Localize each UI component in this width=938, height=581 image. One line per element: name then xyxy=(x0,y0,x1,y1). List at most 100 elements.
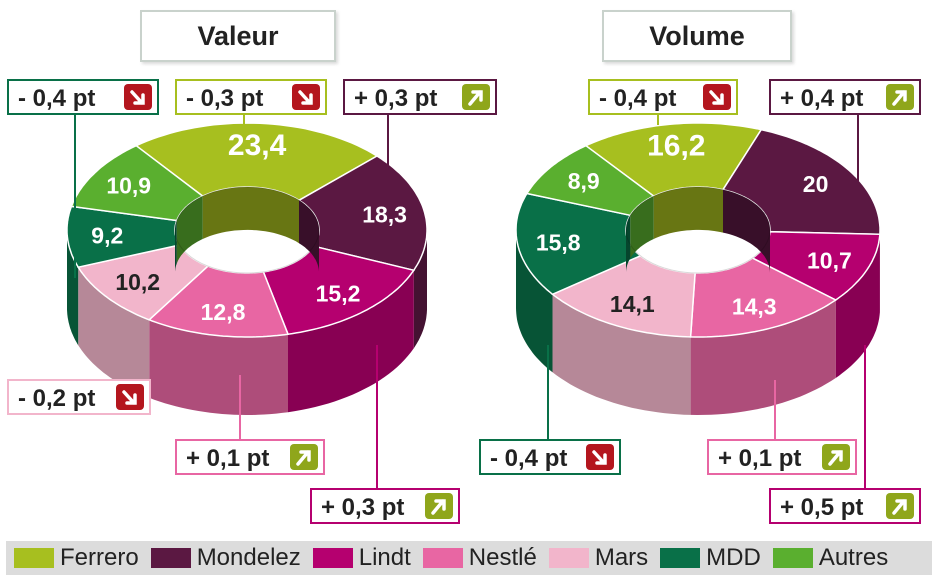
value-label-autres: 10,9 xyxy=(106,172,151,198)
arrow-glyph-nestle xyxy=(296,450,311,466)
wall-lindt xyxy=(835,234,880,378)
wall-mdd xyxy=(67,230,79,346)
legend-label-mars: Mars xyxy=(594,544,649,571)
badge-text-mondelez: + 0,4 pt xyxy=(780,85,863,112)
value-label-nestle: 12,8 xyxy=(201,299,246,325)
hole-wall-autres xyxy=(630,196,654,259)
hole-wall-mondelez xyxy=(723,189,770,273)
legend-item-mondelez: Mondelez xyxy=(150,544,301,572)
legend-swatch-nestle xyxy=(422,548,463,568)
wall-lindt xyxy=(288,270,414,413)
value-label-mondelez: 20 xyxy=(803,171,829,197)
value-label-ferrero: 23,4 xyxy=(228,129,287,162)
change-badge-mondelez: + 0,3 pt xyxy=(343,79,497,208)
value-label-mars: 14,1 xyxy=(610,291,655,317)
badge-text-mdd: - 0,4 pt xyxy=(490,445,567,472)
legend-label-mondelez: Mondelez xyxy=(196,544,301,571)
change-badge-ferrero: - 0,4 pt xyxy=(588,79,738,125)
legend-label-ferrero: Ferrero xyxy=(60,544,139,571)
wall-mars xyxy=(552,294,691,415)
arrow-glyph-ferrero xyxy=(298,90,313,105)
donut-top-valeur xyxy=(66,122,428,338)
change-badge-ferrero: - 0,3 pt xyxy=(175,79,327,128)
donut-walls-valeur xyxy=(67,230,427,415)
hole-wall-ferrero xyxy=(202,187,299,244)
hole-wall-mondelez xyxy=(299,200,319,273)
donut-hole-valeur xyxy=(175,187,319,273)
change-badge-mondelez: + 0,4 pt xyxy=(769,79,921,193)
hole-wall-ferrero xyxy=(653,187,723,239)
value-label-mars: 10,2 xyxy=(115,269,160,295)
badge-text-lindt: + 0,3 pt xyxy=(321,494,404,521)
donut-hole-rim xyxy=(625,186,771,274)
change-badge-nestle: + 0,1 pt xyxy=(707,380,857,475)
wall-mars xyxy=(78,267,150,398)
hole-wall-mdd xyxy=(626,215,631,273)
legend-label-lindt: Lindt xyxy=(358,544,411,571)
wall-nestle xyxy=(690,300,836,415)
badge-text-lindt: + 0,5 pt xyxy=(780,494,863,521)
wall-nestle xyxy=(149,319,288,415)
value-label-autres: 8,9 xyxy=(568,168,600,194)
arrow-glyph-lindt xyxy=(431,499,446,515)
legend-label-nestle: Nestlé xyxy=(468,544,537,571)
arrow-glyph-mdd xyxy=(130,90,145,105)
arrow-glyph-mondelez xyxy=(892,90,907,106)
legend-label-autres: Autres xyxy=(818,544,889,571)
donut-charts: 23,4 18,3 15,2 12,8 10,2 9,2 10,9 - 0,4 pt - 0,3… xyxy=(7,79,921,524)
legend-swatch-mdd xyxy=(660,548,701,568)
change-badge-lindt: + 0,5 pt xyxy=(769,345,921,524)
hole-wall-mdd xyxy=(175,220,177,273)
arrow-glyph-lindt xyxy=(892,499,907,515)
value-label-mdd: 15,8 xyxy=(536,229,581,255)
donut-top-volume xyxy=(515,122,881,338)
change-badge-mdd: - 0,4 pt xyxy=(479,345,621,475)
badge-text-nestle: + 0,1 pt xyxy=(186,445,269,472)
change-badge-mars: - 0,2 pt xyxy=(7,379,151,415)
chart-title-valeur: Valeur xyxy=(140,10,336,62)
donut-chart-valeur: 23,4 18,3 15,2 12,8 10,2 9,2 10,9 - 0,4 pt - 0,3… xyxy=(7,79,497,524)
donut-hole-volume xyxy=(626,187,770,273)
change-badges-valeur: - 0,4 pt - 0,3 pt + 0,3 pt - 0,2 pt + 0,1 pt… xyxy=(7,79,497,524)
change-badges-volume: - 0,4 pt + 0,4 pt - 0,4 pt + 0,1 pt + 0,5 pt xyxy=(479,79,921,524)
arrow-glyph-nestle xyxy=(828,450,843,466)
legend-swatch-ferrero xyxy=(14,548,54,568)
legend-swatch-mars xyxy=(548,548,589,568)
legend-item-mars: Mars xyxy=(548,544,649,572)
change-badge-mdd: - 0,4 pt xyxy=(7,79,159,278)
change-badge-nestle: + 0,1 pt xyxy=(175,375,325,475)
legend-item-lindt: Lindt xyxy=(312,544,411,572)
value-label-nestle: 14,3 xyxy=(732,294,777,320)
value-label-lindt: 10,7 xyxy=(807,248,852,274)
arrow-glyph-mdd xyxy=(592,450,607,465)
legend-item-ferrero: Ferrero xyxy=(14,544,139,572)
donut-chart-volume: 16,2 20 10,7 14,3 14,1 15,8 8,9 - 0,4 pt + 0,4 p… xyxy=(479,79,921,524)
badge-text-mondelez: + 0,3 pt xyxy=(354,85,437,112)
badge-text-mdd: - 0,4 pt xyxy=(18,85,95,112)
legend-swatch-mondelez xyxy=(150,548,191,568)
badge-text-nestle: + 0,1 pt xyxy=(718,445,801,472)
chart-title-volume: Volume xyxy=(602,10,792,62)
wall-mdd xyxy=(516,230,553,373)
legend-label-mdd: MDD xyxy=(706,544,761,571)
donut-walls-volume xyxy=(516,230,880,415)
change-badge-lindt: + 0,3 pt xyxy=(310,345,460,524)
donut-hole-rim xyxy=(174,186,320,274)
arrow-glyph-mondelez xyxy=(468,90,483,106)
value-label-mdd: 9,2 xyxy=(91,223,123,249)
legend-item-mdd: MDD xyxy=(660,544,761,572)
arrow-glyph-mars xyxy=(122,390,137,405)
wall-mondelez xyxy=(413,230,427,349)
value-label-mondelez: 18,3 xyxy=(362,201,407,227)
hole-wall-autres xyxy=(176,196,203,264)
legend-item-nestle: Nestlé xyxy=(422,544,537,572)
legend-item-autres: Autres xyxy=(772,544,889,572)
legend: Ferrero Mondelez Lindt Nestlé Mars MDD A… xyxy=(6,541,932,575)
badge-text-mars: - 0,2 pt xyxy=(18,385,95,412)
legend-swatch-autres xyxy=(772,548,813,568)
badge-text-ferrero: - 0,3 pt xyxy=(186,85,263,112)
arrow-glyph-ferrero xyxy=(709,90,724,105)
value-label-lindt: 15,2 xyxy=(316,280,361,306)
value-labels-valeur: 23,4 18,3 15,2 12,8 10,2 9,2 10,9 xyxy=(91,129,407,325)
